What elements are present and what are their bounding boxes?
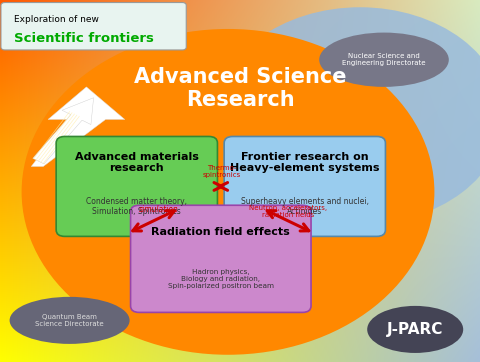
- Text: Condensed matter theory,
Simulation, Spintronics: Condensed matter theory, Simulation, Spi…: [86, 197, 187, 216]
- Text: Neutron, accelerators,
radiation fields: Neutron, accelerators, radiation fields: [249, 205, 327, 218]
- Ellipse shape: [10, 297, 130, 344]
- Text: Quantum Beam
Science Directorate: Quantum Beam Science Directorate: [36, 314, 104, 327]
- Ellipse shape: [367, 306, 463, 353]
- Text: Radiation field effects: Radiation field effects: [151, 227, 290, 237]
- FancyBboxPatch shape: [131, 205, 311, 312]
- Text: J-PARC: J-PARC: [387, 322, 444, 337]
- Ellipse shape: [319, 33, 449, 87]
- FancyArrow shape: [33, 98, 94, 164]
- FancyBboxPatch shape: [224, 136, 385, 236]
- Polygon shape: [31, 87, 125, 167]
- Text: Exploration of new: Exploration of new: [14, 16, 99, 24]
- Text: Thermo-
spintronics: Thermo- spintronics: [203, 165, 241, 178]
- Ellipse shape: [22, 29, 434, 355]
- Text: Advanced Science
Research: Advanced Science Research: [134, 67, 346, 110]
- FancyBboxPatch shape: [56, 136, 217, 236]
- Ellipse shape: [216, 7, 480, 224]
- Text: simulation: simulation: [139, 206, 178, 214]
- FancyBboxPatch shape: [1, 3, 186, 50]
- Text: Advanced materials
research: Advanced materials research: [75, 152, 199, 173]
- Text: Hadron physics,
Biology and radiation,
Spin-polarized positron beam: Hadron physics, Biology and radiation, S…: [168, 269, 274, 289]
- Text: Superheavy elements and nuclei,
Actinides: Superheavy elements and nuclei, Actinide…: [241, 197, 369, 216]
- Text: Frontier research on
Heavy-element systems: Frontier research on Heavy-element syste…: [230, 152, 380, 173]
- Text: Scientific frontiers: Scientific frontiers: [14, 31, 154, 45]
- Text: Nuclear Science and
Engineering Directorate: Nuclear Science and Engineering Director…: [342, 53, 426, 66]
